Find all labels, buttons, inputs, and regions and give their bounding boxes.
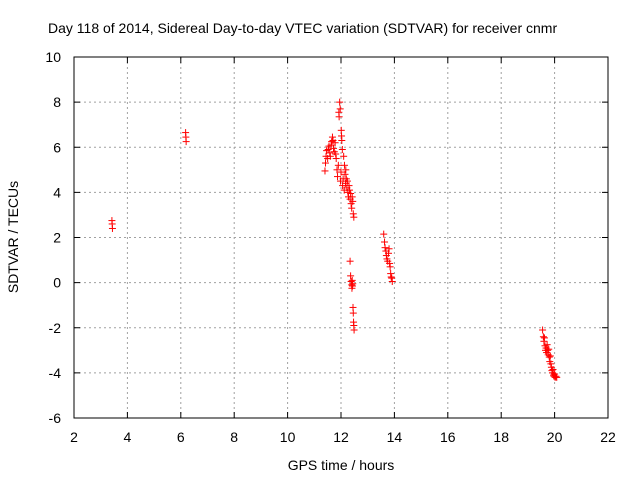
data-point-marker	[337, 168, 345, 176]
x-tick-labels: 2 4 6 8 10 12 14 16 18 20 22	[70, 429, 616, 445]
data-point-marker	[386, 259, 394, 267]
data-point-marker	[334, 173, 342, 181]
data-point-marker	[326, 152, 334, 160]
data-point-marker	[336, 98, 344, 106]
data-point-marker	[331, 139, 339, 147]
data-point-marker	[388, 277, 396, 285]
data-point-marker	[385, 249, 393, 257]
data-point-marker	[539, 333, 547, 341]
data-point-marker	[326, 149, 334, 157]
y-tick-label: 6	[53, 139, 61, 155]
x-tick-label: 4	[124, 429, 132, 445]
data-point-marker	[388, 274, 396, 282]
x-tick-label: 8	[230, 429, 238, 445]
data-point-marker	[347, 272, 355, 280]
y-tick-label: -2	[49, 320, 62, 336]
data-point-marker	[544, 346, 552, 354]
data-points	[108, 98, 561, 381]
data-point-marker	[348, 193, 356, 201]
data-point-marker	[334, 161, 342, 169]
data-point-marker	[346, 257, 354, 265]
data-point-marker	[343, 177, 351, 185]
data-point-marker	[340, 152, 348, 160]
data-point-marker	[350, 213, 358, 221]
data-point-marker	[338, 146, 346, 154]
data-point-marker	[321, 167, 329, 175]
data-point-marker	[349, 210, 357, 218]
data-point-marker	[328, 138, 336, 146]
data-point-marker	[330, 144, 338, 152]
data-point-marker	[342, 166, 350, 174]
y-tick-label: 0	[53, 275, 61, 291]
y-tick-label: -4	[49, 365, 62, 381]
data-point-marker	[386, 263, 394, 271]
x-tick-label: 2	[70, 429, 78, 445]
data-point-marker	[545, 353, 553, 361]
data-point-marker	[387, 270, 395, 278]
data-point-marker	[385, 245, 393, 253]
x-tick-label: 22	[600, 429, 616, 445]
x-tick-label: 12	[333, 429, 349, 445]
data-point-marker	[346, 186, 354, 194]
data-point-marker	[332, 155, 340, 163]
x-tick-label: 10	[280, 429, 296, 445]
data-point-marker	[108, 224, 116, 232]
data-point-marker	[347, 190, 355, 198]
axis-ticks	[73, 56, 609, 419]
data-point-marker	[335, 113, 343, 121]
data-point-marker	[182, 138, 190, 146]
data-point-marker	[387, 273, 395, 281]
x-tick-label: 18	[493, 429, 509, 445]
data-point-marker	[348, 204, 356, 212]
data-point-marker	[350, 326, 358, 334]
y-tick-labels: -6 -4 -2 0 2 4 6 8 10	[45, 49, 61, 426]
data-point-marker	[324, 146, 332, 154]
data-point-marker	[380, 230, 388, 238]
y-tick-label: 2	[53, 230, 61, 246]
data-point-marker	[546, 352, 554, 360]
x-tick-label: 16	[440, 429, 456, 445]
data-point-marker	[540, 337, 548, 345]
data-point-marker	[338, 136, 346, 144]
data-point-marker	[381, 238, 389, 246]
data-point-marker	[341, 170, 349, 178]
data-point-marker	[547, 360, 555, 368]
data-point-marker	[381, 244, 389, 252]
data-point-marker	[340, 161, 348, 169]
data-point-marker	[336, 105, 344, 113]
x-tick-label: 20	[547, 429, 563, 445]
y-tick-label: 10	[45, 49, 61, 65]
data-point-marker	[328, 133, 336, 141]
data-point-marker	[539, 326, 547, 334]
y-tick-label: -6	[49, 410, 62, 426]
y-tick-label: 4	[53, 184, 61, 200]
data-point-marker	[553, 373, 561, 381]
data-point-marker	[349, 197, 357, 205]
data-point-marker	[345, 182, 353, 190]
x-tick-label: 6	[177, 429, 185, 445]
data-point-marker	[332, 150, 340, 158]
data-point-marker	[540, 334, 548, 342]
data-point-marker	[349, 309, 357, 317]
y-axis-label: SDTVAR / TECUs	[5, 181, 21, 293]
data-point-marker	[349, 280, 357, 288]
chart-title: Day 118 of 2014, Sidereal Day-to-day VTE…	[48, 20, 557, 36]
data-point-marker	[322, 159, 330, 167]
data-point-marker	[545, 345, 553, 353]
data-point-marker	[552, 372, 560, 380]
x-axis-label: GPS time / hours	[288, 457, 395, 473]
y-tick-label: 8	[53, 94, 61, 110]
data-point-marker	[549, 365, 557, 373]
x-tick-label: 14	[387, 429, 403, 445]
data-point-marker	[543, 341, 551, 349]
data-point-marker	[333, 166, 341, 174]
